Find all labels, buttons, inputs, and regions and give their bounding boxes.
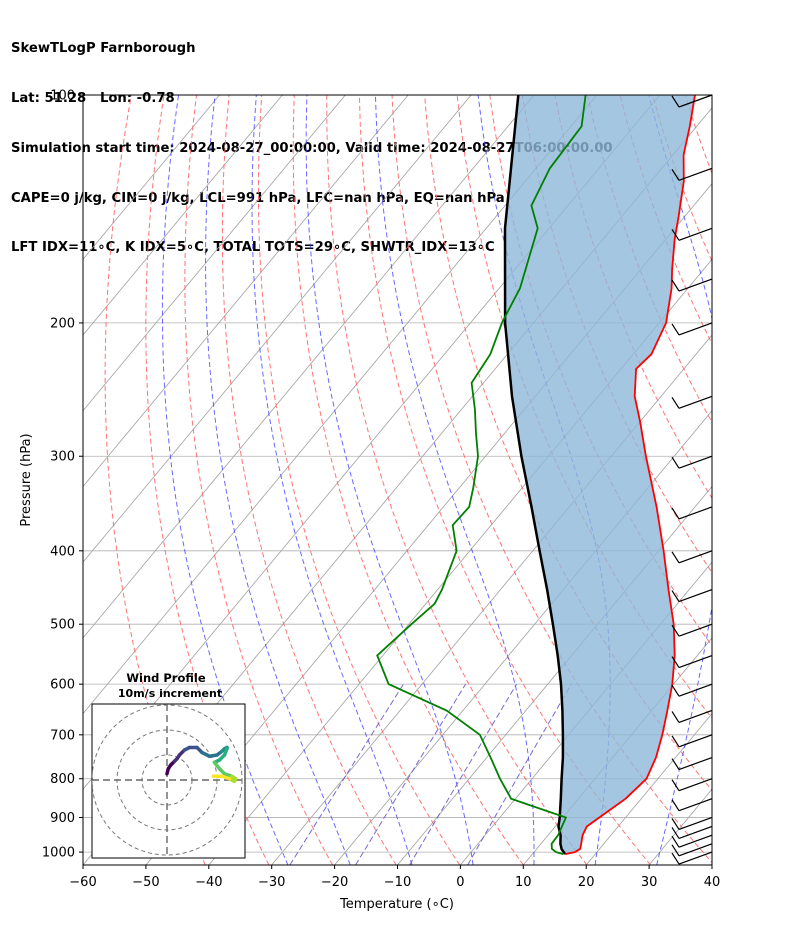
y-tick-label: 900 (50, 811, 75, 826)
moist-adiabat (205, 95, 351, 865)
dry-adiabat (718, 95, 794, 865)
y-tick-label: 1000 (42, 846, 75, 861)
dry-adiabat (184, 95, 333, 865)
isotherm-line (83, 95, 598, 715)
moist-adiabat (161, 95, 289, 865)
isotherm-line (83, 95, 472, 563)
isotherm-line (397, 485, 712, 865)
wind-barb (671, 550, 713, 564)
wind-barb (671, 94, 713, 108)
isotherm-line (83, 95, 346, 412)
temperature-line (564, 95, 696, 855)
hodograph-frame (91, 703, 246, 859)
isotherm-line (145, 182, 712, 865)
dry-adiabat (292, 95, 524, 865)
isotherm-line (775, 95, 794, 865)
x-tick-label: −50 (132, 875, 159, 890)
wind-barb (671, 623, 713, 637)
wind-barb (671, 506, 713, 520)
wind-barb (671, 851, 713, 865)
y-tick-label: 200 (50, 316, 75, 331)
wind-barb (671, 395, 713, 409)
hodograph-subtitle: 10m/s increment (118, 687, 222, 700)
dewpoint-line (376, 95, 587, 855)
wind-barb (671, 654, 713, 669)
x-tick-label: −30 (258, 875, 285, 890)
y-tick-label: 100 (50, 89, 75, 104)
wind-barb (671, 455, 713, 469)
y-tick-label: 600 (50, 678, 75, 693)
mixing-ratio-line (355, 683, 467, 865)
wind-barb (671, 834, 713, 848)
x-axis-label: Temperature (∘C) (339, 897, 454, 912)
hodograph-inset: Wind Profile 10m/s increment (91, 671, 246, 859)
dry-adiabat (684, 95, 712, 175)
chart-header: SkewTLogP Farnborough Lat: 51.28 Lon: -0… (11, 8, 613, 274)
wind-barb (671, 825, 713, 840)
y-axis-label: Pressure (hPa) (19, 433, 34, 526)
wind-barb (671, 816, 713, 831)
dry-adiabat (587, 95, 712, 424)
y-tick-label: 500 (50, 618, 75, 633)
cape-area (505, 95, 695, 855)
isotherm-line (83, 95, 283, 336)
y-tick-label: 700 (50, 728, 75, 743)
x-tick-label: 10 (515, 875, 532, 890)
wind-barb (671, 588, 713, 603)
wind-barb (671, 734, 713, 748)
isotherm-line (83, 95, 535, 639)
wind-barb (671, 322, 713, 336)
wind-barb (671, 167, 713, 181)
hodograph-title: Wind Profile (126, 671, 206, 685)
chart-title: SkewTLogP Farnborough (11, 41, 196, 57)
isotherm-line (83, 95, 409, 488)
wind-barb (671, 843, 713, 857)
profiles (376, 95, 696, 855)
x-tick-label: 40 (704, 875, 721, 890)
dry-adiabat (391, 95, 712, 864)
dry-adiabat (750, 95, 794, 865)
isotherm-line (334, 410, 712, 865)
mixing-ratio-line (289, 683, 404, 865)
shaded-area (505, 95, 695, 855)
dry-adiabat (221, 95, 397, 865)
wind-barb (671, 683, 713, 697)
isotherm-line (711, 864, 712, 865)
y-axis: 100 200 300 400 500 600 700 800 900 1000 (42, 89, 83, 861)
x-tick-label: −60 (69, 875, 96, 890)
x-axis: −60 −50 −40 −30 −20 −10 0 10 20 30 40 (69, 865, 720, 890)
wind-barb (671, 798, 713, 812)
x-tick-label: −40 (195, 875, 222, 890)
isotherm-line (585, 712, 712, 865)
x-tick-label: 20 (578, 875, 595, 890)
dry-adiabat (258, 95, 461, 865)
moist-adiabat (251, 95, 413, 865)
x-tick-label: −10 (384, 875, 411, 890)
isotherm-line (83, 95, 220, 260)
moist-adiabat (374, 95, 535, 865)
moist-adiabat (305, 95, 474, 865)
y-tick-label: 800 (50, 772, 75, 787)
x-tick-label: −20 (321, 875, 348, 890)
y-tick-label: 300 (50, 450, 75, 465)
y-tick-label: 400 (50, 544, 75, 559)
mixing-ratio-line (409, 683, 518, 865)
dry-adiabat (783, 95, 794, 865)
mixing-ratio-line (467, 683, 572, 865)
indices-line: LFT IDX=11∘C, K IDX=5∘C, TOTAL TOTS=29∘C… (11, 240, 495, 256)
dry-adiabat (554, 95, 712, 500)
wind-barbs (671, 94, 713, 865)
wind-barb (671, 709, 713, 724)
x-tick-label: 30 (641, 875, 658, 890)
wind-barb (671, 278, 713, 292)
wind-barb (671, 227, 713, 241)
wind-barb (671, 756, 713, 771)
x-tick-label: 0 (456, 875, 464, 890)
wind-barb (671, 778, 713, 792)
